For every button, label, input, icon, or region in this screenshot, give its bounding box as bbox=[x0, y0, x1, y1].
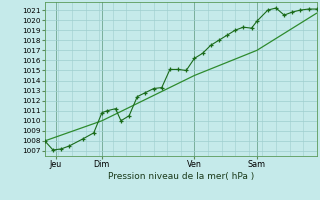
X-axis label: Pression niveau de la mer( hPa ): Pression niveau de la mer( hPa ) bbox=[108, 172, 254, 181]
